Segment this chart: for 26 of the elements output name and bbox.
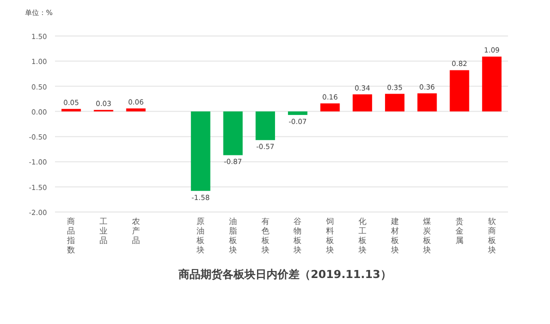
x-tick-label: 贵金属 (455, 217, 464, 245)
bar (352, 94, 372, 112)
x-tick-label: 煤炭板块 (422, 217, 432, 254)
x-tick-label: 商品指数 (66, 217, 76, 254)
bar (190, 111, 210, 191)
bar (288, 111, 308, 115)
x-tick-label: 原油板块 (196, 217, 205, 254)
x-tick-label: 软商板块 (486, 217, 496, 254)
bar (417, 93, 437, 112)
bar (256, 111, 276, 140)
x-tick-label: 农产品 (132, 217, 140, 245)
bar (450, 70, 470, 112)
bar (223, 111, 243, 156)
text: 商品期货各板块日内价差（2019.11.13） (178, 268, 392, 281)
bar (385, 94, 404, 112)
x-tick-label: 谷物板块 (292, 217, 302, 254)
bar (482, 56, 502, 112)
bar (61, 108, 81, 112)
x-tick-label: 饲料板块 (325, 217, 334, 254)
x-tick-label: 化工板块 (357, 217, 366, 254)
x-tick-label: 油脂板块 (228, 217, 237, 254)
bar (126, 108, 146, 112)
x-tick-label: 工业品 (100, 217, 108, 245)
x-tick-label: 建材板块 (390, 217, 399, 254)
x-tick-label: 有色板块 (260, 217, 270, 254)
bar (320, 103, 340, 112)
